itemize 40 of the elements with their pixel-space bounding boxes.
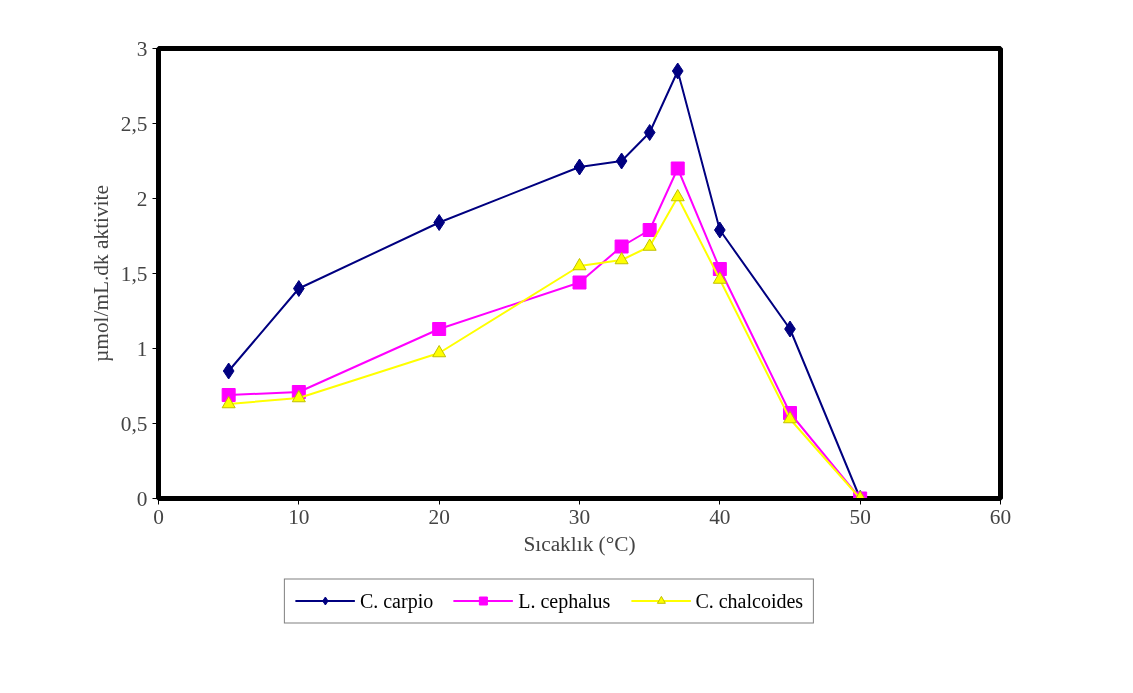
point	[615, 152, 628, 170]
point	[643, 124, 656, 141]
x-tick-label: 50	[849, 504, 871, 529]
y-tick-label: 3	[136, 36, 148, 61]
x-tick-label: 10	[288, 504, 310, 529]
point	[573, 158, 586, 176]
legend-label: C. chalcoides	[695, 589, 804, 612]
point	[432, 322, 447, 336]
point	[614, 251, 629, 265]
y-tick-label: 0	[136, 486, 148, 511]
y-tick-label: 2	[136, 186, 148, 211]
point	[671, 62, 684, 80]
x-tick-label: 30	[568, 504, 591, 529]
point	[642, 238, 657, 251]
point	[572, 257, 587, 271]
point	[670, 161, 685, 176]
legend-label: C. carpio	[359, 589, 434, 612]
point	[432, 344, 447, 358]
point	[291, 389, 306, 403]
point	[614, 239, 629, 254]
y-tick-label: 0,5	[120, 411, 148, 436]
point	[433, 214, 445, 231]
y-axis-title: µmol/mL.dk aktivite	[88, 185, 113, 362]
x-axis-title: Sıcaklık (°C)	[523, 531, 636, 556]
point	[670, 188, 685, 202]
point	[293, 280, 305, 297]
point	[222, 362, 235, 380]
x-tick-label: 0	[153, 504, 164, 529]
x-tick-label: 20	[428, 504, 450, 529]
y-tick-label: 1	[136, 336, 148, 361]
x-tick-label: 60	[989, 504, 1012, 529]
point	[783, 410, 797, 424]
x-tick-label: 40	[709, 504, 731, 529]
point	[572, 275, 587, 290]
point	[642, 223, 657, 237]
point	[712, 271, 727, 284]
y-tick-label: 2,5	[120, 111, 148, 136]
legend-label: L. cephalus	[518, 589, 611, 612]
point	[221, 395, 236, 409]
y-tick-label: 1,5	[120, 261, 148, 286]
